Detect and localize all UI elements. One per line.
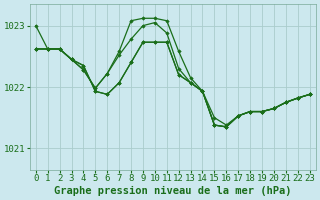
X-axis label: Graphe pression niveau de la mer (hPa): Graphe pression niveau de la mer (hPa) xyxy=(54,186,292,196)
